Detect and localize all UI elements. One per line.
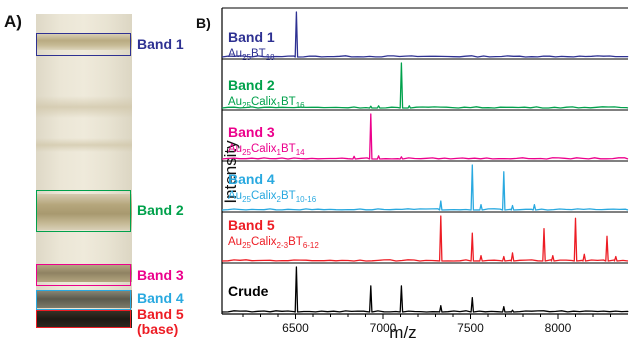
tlc-spot-band-5 xyxy=(36,310,132,328)
band-4-box xyxy=(36,290,131,310)
spectrum-1-composition: Au25BT18 xyxy=(228,48,275,62)
x-tick-label: 6500 xyxy=(282,321,309,335)
spectrum-5-title: Band 5 xyxy=(228,217,275,233)
x-axis-label: m/z xyxy=(389,323,416,340)
spectrum-2-title: Band 2 xyxy=(228,77,275,93)
spectrum-3-composition: Au25Calix1BT14 xyxy=(228,143,305,157)
band-5-label: Band 5 xyxy=(137,306,184,322)
spectrum-trace-5 xyxy=(221,215,629,262)
spectrum-3-title: Band 3 xyxy=(228,124,275,140)
band-1-box xyxy=(36,33,131,56)
spectrum-crude-title: Crude xyxy=(228,283,269,299)
tlc-plate xyxy=(36,14,132,328)
x-tick-label: 7500 xyxy=(457,321,484,335)
panel-a-label: A) xyxy=(4,12,22,31)
y-axis-label: Intensity xyxy=(221,140,240,204)
tlc-spot-band-2 xyxy=(36,194,132,230)
spectrum-trace-4 xyxy=(221,164,629,211)
spectrum-4-title: Band 4 xyxy=(228,171,275,187)
base-label: (base) xyxy=(137,321,179,337)
tlc-spot-band-3 xyxy=(36,264,132,282)
spectrum-1-title: Band 1 xyxy=(228,29,275,45)
spectrum-trace-6 xyxy=(221,266,629,313)
panel-b-label: B) xyxy=(196,15,211,31)
band-4-label: Band 4 xyxy=(137,290,184,306)
band-1-label: Band 1 xyxy=(137,36,184,52)
band-2-label: Band 2 xyxy=(137,202,184,218)
band-2-box xyxy=(36,190,131,232)
spectrum-trace-3 xyxy=(221,113,629,160)
spectrum-4-composition: Au25Calix2BT10-16 xyxy=(228,190,317,204)
tlc-spot-faint xyxy=(36,96,132,118)
tlc-spot-faint xyxy=(36,138,132,152)
spectrum-5-composition: Au25Calix2-3BT6-12 xyxy=(228,236,319,250)
x-tick-label: 8000 xyxy=(545,321,572,335)
spectrum-trace-2 xyxy=(221,62,629,109)
band-3-label: Band 3 xyxy=(137,267,184,283)
tlc-spot-band-1 xyxy=(36,34,132,50)
x-tick-label: 7000 xyxy=(370,321,397,335)
spectrum-2-composition: Au25Calix1BT16 xyxy=(228,96,305,110)
band-5-box xyxy=(36,310,131,328)
spectrum-trace-1 xyxy=(221,11,629,58)
tlc-spot-band-4 xyxy=(36,290,132,308)
band-3-box xyxy=(36,264,131,286)
